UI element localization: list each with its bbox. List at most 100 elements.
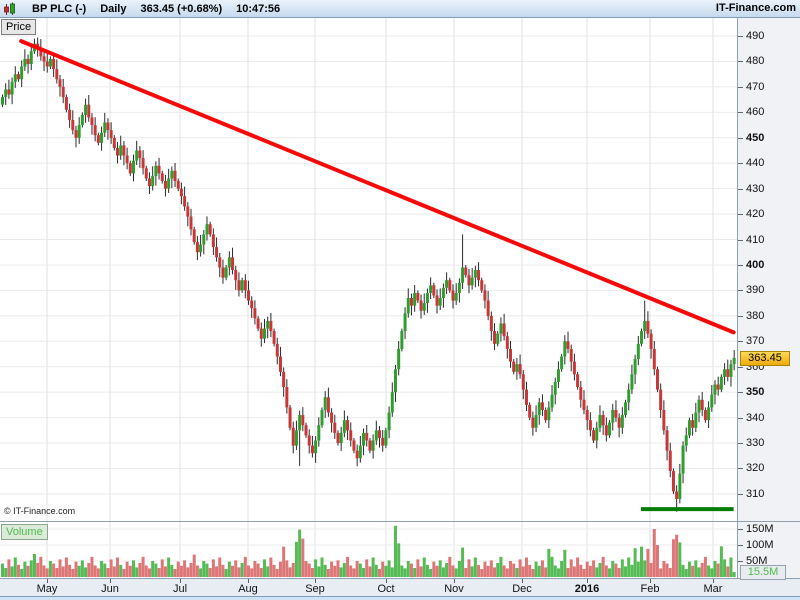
volume-bar [598,562,602,577]
volume-bar [461,547,465,577]
symbol-label: BP PLC (-) [32,2,87,15]
tab-price[interactable]: Price [1,19,37,35]
volume-bar [480,569,484,577]
candle-body [582,399,586,410]
volume-bar [473,557,477,577]
volume-bar [304,561,308,577]
volume-bar [652,529,656,577]
volume-bar [58,559,62,577]
candle-body [358,445,362,459]
volume-bar [515,568,519,577]
volume-bar [176,561,180,577]
downtrend-line[interactable] [19,39,736,335]
x-tick-mark [522,579,523,583]
volume-bar [317,566,321,577]
candle-body [547,407,551,421]
candle-body [435,295,439,306]
candle-body [237,280,241,291]
candle-body [617,417,621,428]
volume-bar [534,561,538,577]
candle-body [611,409,615,423]
volume-bar [585,561,589,577]
candle-body [432,285,436,296]
price-chart-canvas [0,18,737,521]
candle-body [486,300,490,316]
candle-body [58,79,62,87]
timeframe-label: Daily [100,2,127,15]
volume-bar [384,565,388,577]
candle-body [128,163,132,174]
candle-body [719,376,723,390]
y-tick-mark [738,316,743,317]
volume-bar [208,568,212,577]
candle-body [195,242,199,253]
candle-body [294,430,298,446]
volume-bar [454,568,458,577]
candle-body [29,51,33,64]
x-tick-label: Feb [640,583,660,595]
candle-body [42,56,46,62]
y-tick-mark [738,367,743,368]
candle-body [167,178,171,189]
volume-bar [477,564,481,577]
volume-bar [68,564,72,577]
volume-bar [646,548,650,577]
volume-bar [371,557,375,577]
volume-bar [576,557,580,577]
volume-bar [531,569,535,577]
volume-bar [326,569,330,577]
tab-volume[interactable]: Volume [1,524,48,540]
volume-bar [659,568,663,577]
candle-body [390,392,394,413]
candle-body [253,308,257,319]
volume-bar [256,563,260,577]
volume-bar [422,557,426,577]
volume-bar [320,557,324,577]
candle-body [691,420,695,428]
volume-bar [250,568,254,577]
candle-body [448,280,452,291]
y-tick-mark [738,418,743,419]
candle-body [192,229,196,243]
volume-bar [116,557,120,577]
candle-body [259,328,263,339]
candle-body [601,415,605,426]
y-tick-label: 330 [746,437,765,449]
volume-chart-pane[interactable] [0,522,737,578]
candle-body [620,415,624,428]
volume-bar [710,568,714,577]
candle-body [592,430,596,441]
volume-bar [45,568,49,577]
volume-bar [100,561,104,577]
volume-bar [84,567,88,577]
volume-bar [691,565,695,577]
volume-bar [234,560,238,577]
volume-bar [662,561,666,577]
candle-body [116,147,120,156]
x-tick-label: Mar [703,583,723,595]
volume-bar [633,548,637,577]
candle-body [96,135,100,143]
volume-bar [96,568,100,577]
y-tick-label: 350 [746,386,765,398]
brand-label: IT-Finance.com [715,2,796,14]
candle-body [512,361,516,372]
y-tick-label: 390 [746,284,765,296]
volume-bar [23,561,27,577]
volume-bar [109,559,113,577]
candle-body [502,323,506,337]
volume-bar [275,569,279,577]
y-tick-mark [738,112,743,113]
candle-body [499,323,503,334]
volume-bar [362,568,366,577]
volume-bar [678,542,682,577]
horizontal-scrollbar[interactable] [0,596,800,600]
x-tick-mark [180,579,181,583]
candle-body [381,437,385,446]
volume-bar [524,557,528,577]
volume-bar [483,561,487,577]
price-chart-pane[interactable] [0,18,737,522]
candle-body [649,333,653,349]
candle-body [55,69,59,80]
y-tick-mark [738,468,743,469]
